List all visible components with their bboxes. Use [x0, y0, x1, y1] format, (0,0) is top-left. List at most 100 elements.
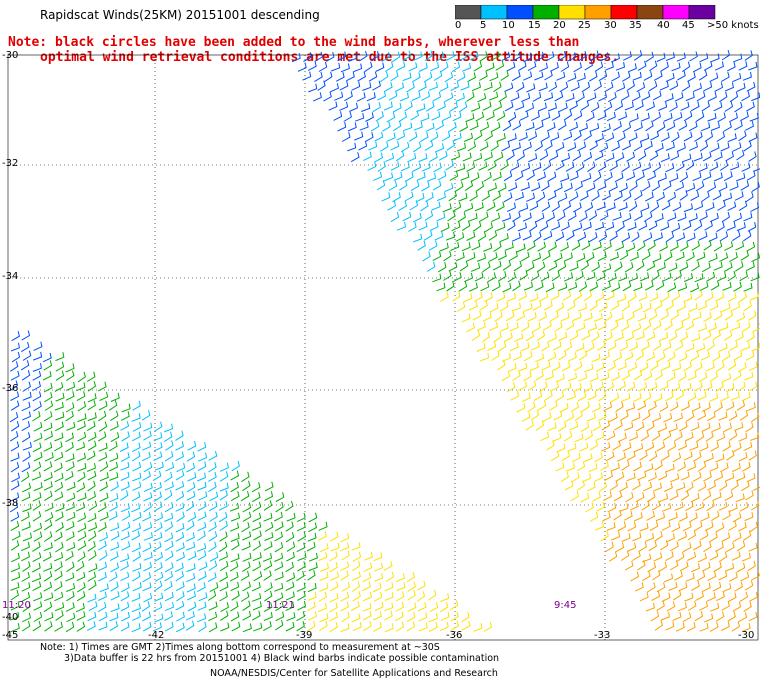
wind-barb	[480, 352, 490, 362]
wind-barb	[77, 471, 86, 483]
wind-barb	[576, 322, 586, 332]
wind-barb	[455, 252, 465, 262]
wind-barb	[701, 562, 711, 572]
wind-barb	[55, 361, 65, 372]
wind-barb	[514, 191, 524, 201]
wind-barb	[9, 431, 19, 442]
wind-barb	[425, 192, 434, 203]
wind-barb	[432, 251, 442, 262]
wind-barb	[175, 441, 184, 451]
wind-barb	[688, 213, 698, 222]
wind-barb	[709, 301, 719, 311]
wind-barb	[55, 521, 64, 533]
wind-barb	[719, 91, 728, 103]
wind-barb	[541, 131, 550, 142]
wind-barb	[420, 200, 429, 212]
wind-barb	[22, 503, 32, 513]
wind-barb	[633, 141, 643, 152]
wind-barb	[186, 482, 196, 493]
wind-barb	[526, 170, 535, 181]
wind-barb	[607, 341, 617, 352]
wind-barb	[551, 110, 561, 121]
wind-barb	[649, 60, 658, 72]
wind-barb	[705, 362, 715, 372]
wind-barb	[669, 490, 679, 501]
wind-barb	[570, 472, 580, 483]
wind-barb	[622, 442, 632, 452]
wind-barb	[604, 331, 613, 342]
wind-barb	[121, 510, 131, 521]
wind-barb	[404, 191, 414, 202]
wind-barb	[729, 571, 738, 582]
wind-barb	[650, 201, 660, 213]
wind-barb	[20, 511, 30, 522]
wind-barb	[54, 382, 64, 392]
wind-barb	[669, 173, 679, 183]
wind-barb	[230, 601, 239, 612]
wind-barb	[651, 270, 660, 282]
wind-barb	[21, 571, 30, 582]
wind-barb	[690, 422, 700, 432]
wind-barb	[626, 381, 636, 392]
wind-barb	[450, 620, 459, 631]
wind-barb	[399, 92, 409, 102]
wind-barb	[548, 241, 557, 252]
wind-barb	[142, 542, 152, 553]
wind-barb	[628, 432, 638, 442]
wind-barb	[600, 530, 609, 542]
wind-barb	[693, 521, 703, 532]
wind-barb	[718, 571, 728, 581]
wind-barb	[652, 482, 662, 492]
wind-barb	[407, 581, 416, 592]
wind-barb	[721, 211, 730, 223]
wind-barb	[416, 580, 426, 591]
wind-barb	[676, 142, 686, 152]
wind-barb	[186, 541, 196, 551]
wind-barb	[359, 50, 368, 62]
wind-barb	[661, 450, 670, 462]
wind-barb	[704, 521, 714, 532]
wind-barb	[543, 320, 552, 331]
wind-barb	[362, 82, 372, 91]
wind-barb	[714, 401, 723, 413]
wind-barb	[437, 170, 447, 181]
wind-barb	[42, 352, 52, 363]
wind-barb	[670, 541, 679, 552]
wind-barb	[154, 512, 164, 522]
wind-barb	[523, 371, 532, 382]
wind-barb	[218, 551, 228, 561]
wind-barb	[692, 172, 702, 182]
wind-barb	[679, 561, 689, 572]
wind-barb	[637, 560, 646, 571]
wind-barb	[142, 621, 152, 632]
wind-barb	[639, 450, 648, 461]
wind-barb	[22, 532, 32, 542]
wind-barb	[615, 152, 625, 163]
wind-barb	[592, 421, 601, 432]
wind-barb	[348, 53, 358, 62]
wind-barb	[585, 111, 595, 122]
wind-barb	[597, 251, 607, 262]
wind-barb	[231, 590, 240, 601]
wind-barb	[164, 451, 174, 462]
wind-barb	[512, 51, 522, 62]
wind-barb	[560, 471, 569, 483]
wind-barb	[745, 422, 754, 433]
wind-barb	[614, 332, 624, 342]
wind-barb	[637, 240, 646, 252]
wind-barb	[659, 540, 669, 551]
wind-barb	[746, 402, 756, 412]
wind-barb	[482, 101, 492, 111]
wind-barb	[32, 381, 41, 392]
wind-barb	[558, 102, 568, 113]
wind-barb	[735, 241, 745, 251]
wind-barb	[748, 450, 757, 461]
wind-barb	[685, 92, 695, 102]
wind-barb	[407, 602, 417, 612]
wind-barb	[741, 91, 750, 102]
wind-barb	[640, 202, 650, 212]
wind-barb	[682, 612, 692, 623]
wind-barb	[583, 290, 592, 302]
wind-barb	[677, 282, 688, 292]
wind-barb	[428, 82, 438, 91]
